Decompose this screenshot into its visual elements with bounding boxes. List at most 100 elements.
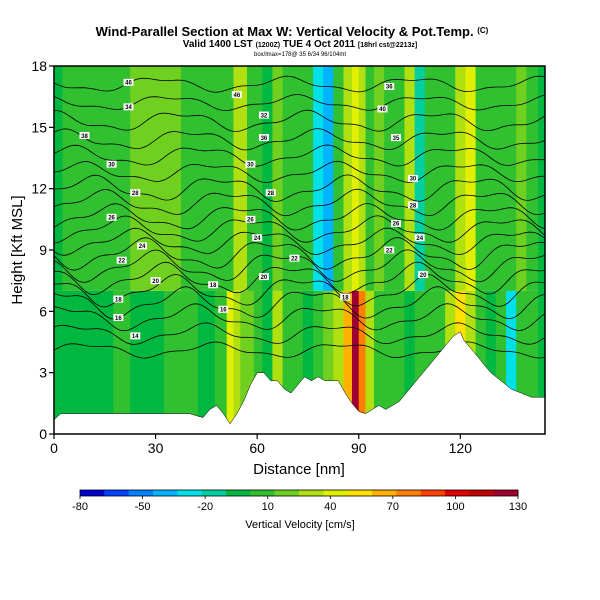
velocity-cell-high (147, 66, 165, 291)
velocity-cell-low (54, 290, 64, 434)
y-tick-label: 0 (39, 426, 47, 442)
velocity-cell-high (445, 66, 456, 291)
colorbar-tick-label: -20 (197, 501, 213, 513)
chart-subtitle2: box/lmax=178@ 35 6/34 96/104mt (254, 52, 346, 58)
velocity-cell-high (365, 66, 375, 291)
colorbar-tick-label: 130 (509, 501, 527, 513)
velocity-cell-low (373, 290, 385, 434)
chart-title: Wind-Parallel Section at Max W: Vertical… (96, 24, 489, 39)
contour-labels: 46 34 38 30 28 26 24 22 20 18 16 14 46 32 36 30 28 26 24 22… (79, 78, 429, 340)
velocity-cell-low (384, 290, 395, 434)
contour-label: 28 (410, 203, 417, 209)
contour-label-bg (113, 313, 124, 321)
contour-label: 26 (393, 222, 400, 228)
velocity-cell-high (180, 66, 199, 291)
isentrope-line (54, 322, 545, 345)
contour-label: 24 (254, 236, 261, 242)
colorbar-label: Vertical Velocity [cm/s] (245, 519, 354, 531)
velocity-cell-low (282, 290, 294, 434)
isentrope-line (54, 303, 545, 332)
velocity-cell-low (96, 290, 114, 434)
contour-label: 26 (247, 218, 254, 224)
isentrope-line (54, 144, 545, 167)
colorbar-swatch (372, 490, 397, 496)
isentrope-line (54, 273, 545, 308)
contour-label: 30 (247, 162, 254, 168)
velocity-cell-high (197, 66, 216, 291)
x-tick-label: 120 (449, 440, 473, 456)
contour-label: 36 (261, 136, 268, 142)
contour-label-bg (258, 111, 269, 119)
chart-subtitle-run: (1200Z) (256, 42, 281, 49)
velocity-cell-high (272, 66, 284, 291)
colorbar-swatch (396, 490, 421, 496)
velocity-cell-high (292, 66, 304, 291)
velocity-cell-high (247, 66, 255, 291)
velocity-cell-high (214, 66, 228, 291)
isentrope-line (54, 109, 545, 132)
velocity-cell-low (247, 290, 255, 434)
contour-label-bg (208, 281, 219, 289)
velocity-cell-low (414, 290, 426, 434)
velocity-cell-low (323, 290, 334, 434)
contour-label: 22 (291, 256, 298, 262)
velocity-cell-high (282, 66, 294, 291)
contour-label-bg (340, 293, 351, 301)
velocity-cell-low (516, 290, 527, 434)
chart-subtitle-tail: [18hrl cst@2213z] (358, 42, 417, 49)
contour-label: 26 (108, 216, 115, 222)
velocity-cell-high (343, 66, 353, 291)
colorbar: -80 -50 -20 10 40 70 100 130 (72, 489, 527, 513)
colorbar-swatch (323, 490, 348, 496)
y-tick-label: 18 (31, 58, 47, 74)
velocity-cell-high (79, 66, 97, 291)
contour-label: 22 (118, 259, 125, 265)
contour-label: 24 (139, 244, 146, 250)
x-tick-label: 30 (148, 440, 164, 456)
velocity-cell-high (130, 66, 148, 291)
velocity-cell-low (485, 290, 497, 434)
velocity-cell-high (302, 66, 314, 291)
contour-label: 28 (267, 191, 274, 197)
velocity-cell-high (373, 66, 385, 291)
contour-label: 46 (125, 81, 132, 87)
chart-subtitle-date: TUE 4 Oct 2011 (283, 39, 356, 50)
terrain (53, 331, 546, 435)
chart-title-mark: (C) (477, 26, 488, 35)
chart-title-text: Wind-Parallel Section at Max W: Vertical… (96, 24, 474, 39)
contour-label-bg (414, 234, 425, 242)
isentrope-line (54, 75, 545, 93)
isentrope-line (54, 215, 545, 244)
colorbar-swatch (347, 490, 373, 496)
contour-label-bg (116, 256, 127, 264)
isentrope-line (54, 286, 545, 320)
velocity-cell-high (62, 66, 80, 291)
velocity-cell-low (333, 290, 345, 434)
velocity-cell-high (358, 66, 367, 291)
contour-label: 46 (234, 93, 241, 99)
velocity-cell-low (495, 290, 507, 434)
velocity-cell-low (226, 290, 235, 434)
x-axis: 0 30 60 90 120 (50, 434, 472, 456)
contour-label: 20 (152, 279, 159, 285)
velocity-cell-high (475, 66, 487, 291)
contour-label: 40 (379, 107, 386, 113)
isentrope-line (54, 160, 545, 183)
velocity-cell-low (79, 290, 97, 434)
contour-label-bg (106, 160, 117, 168)
colorbar-swatch (250, 490, 275, 496)
colorbar-tick-label: 100 (446, 501, 464, 513)
contour-label-bg (391, 219, 402, 227)
colorbar-swatch (104, 490, 129, 496)
contour-label: 20 (420, 273, 427, 279)
velocity-cell-low (180, 290, 199, 434)
colorbar-swatch (299, 490, 324, 496)
colorbar-swatch (128, 490, 154, 496)
velocity-cell-high (233, 66, 241, 291)
contour-label-bg (106, 213, 117, 221)
velocity-cell-high (240, 66, 248, 291)
contour-label: 18 (342, 295, 349, 301)
contour-label-bg (137, 242, 148, 250)
colorbar-swatch (80, 490, 105, 496)
velocity-cell-low (240, 290, 248, 434)
